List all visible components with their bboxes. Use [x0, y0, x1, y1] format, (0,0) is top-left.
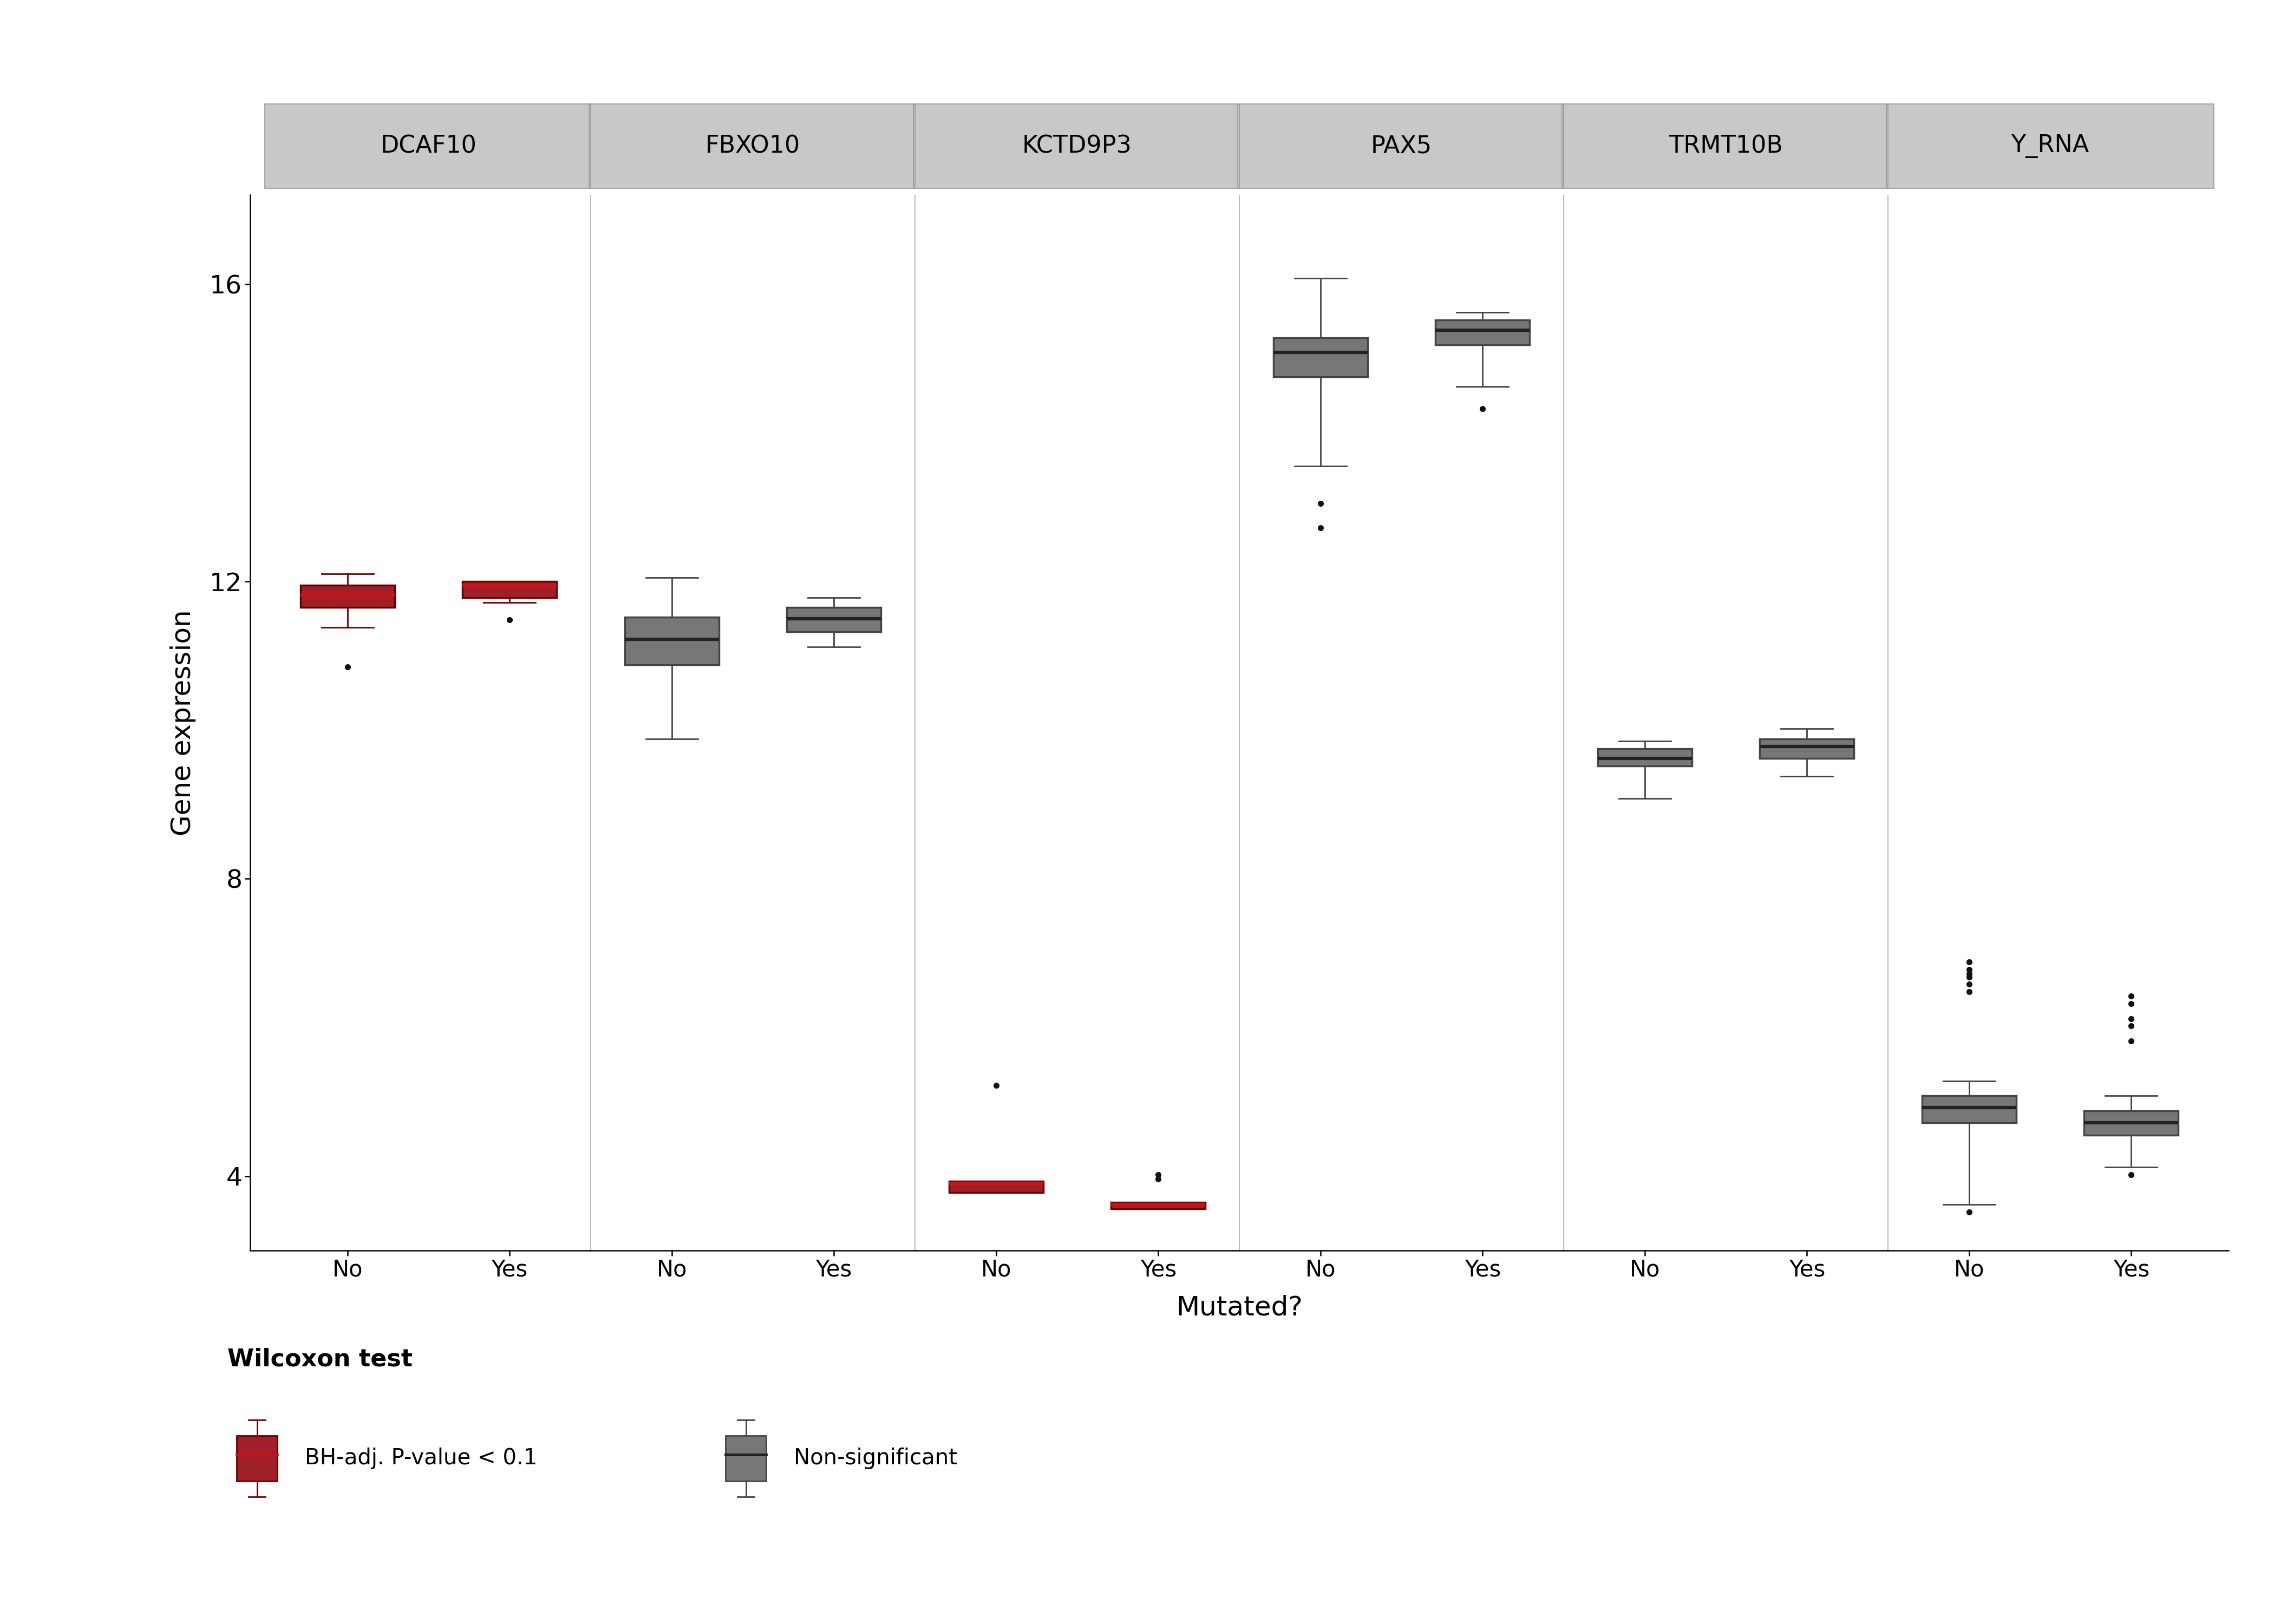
Text: KCTD9P3: KCTD9P3	[1023, 135, 1132, 158]
Text: Y_RNA: Y_RNA	[2010, 135, 2090, 158]
Bar	[787, 607, 880, 632]
Bar	[1273, 338, 1367, 377]
Text: Non-significant: Non-significant	[794, 1447, 957, 1470]
Text: DCAF10: DCAF10	[380, 135, 478, 158]
Bar	[2083, 1111, 2178, 1135]
Bar	[1112, 1202, 1205, 1208]
X-axis label: Mutated?: Mutated?	[1176, 1294, 1303, 1320]
Bar	[1760, 739, 1853, 758]
Bar	[1435, 320, 1530, 344]
Text: PAX5: PAX5	[1371, 135, 1433, 158]
Bar	[462, 581, 557, 598]
Bar	[1922, 1096, 2017, 1122]
Text: BH-adj. P-value < 0.1: BH-adj. P-value < 0.1	[305, 1447, 537, 1470]
Text: FBXO10: FBXO10	[705, 135, 800, 158]
Bar	[948, 1181, 1044, 1192]
Bar	[1599, 749, 1692, 767]
Text: Wilcoxon test: Wilcoxon test	[227, 1348, 412, 1371]
Y-axis label: Gene expression: Gene expression	[171, 609, 196, 836]
Bar	[300, 585, 396, 607]
Text: TRMT10B: TRMT10B	[1669, 135, 1783, 158]
Bar	[625, 617, 719, 664]
